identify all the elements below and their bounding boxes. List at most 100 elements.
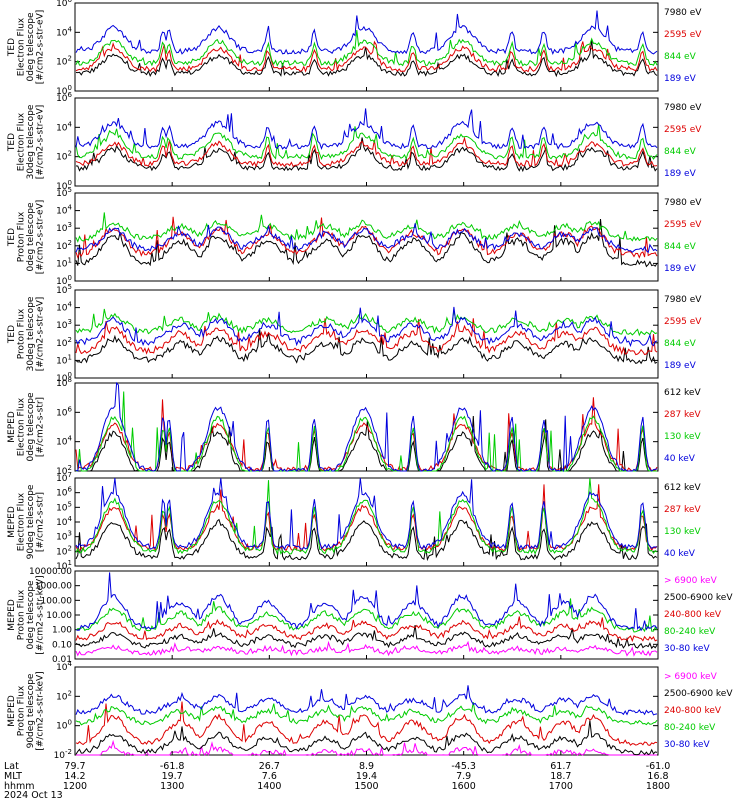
series-line-5 (75, 572, 658, 632)
y-tick-exponent: 0 (68, 84, 72, 92)
y-axis-label: MEPED (7, 411, 17, 443)
x-row-label: hhmm (4, 781, 35, 792)
x-label-lat: 79.7 (64, 761, 85, 772)
y-tick-exponent: 5 (68, 283, 72, 291)
y-tick-label: 102 (56, 150, 72, 163)
series-line-3 (75, 123, 658, 160)
series-line-4 (75, 108, 658, 150)
y-axis-label: [#/cm2-s-str] (36, 397, 46, 457)
series-line-5 (75, 685, 658, 716)
x-label-mlt: 7.9 (456, 771, 471, 782)
y-axis-label: Electron Flux (17, 492, 27, 551)
y-tick-label: 103 (56, 530, 72, 543)
series-line-1 (76, 739, 657, 757)
legend-entry: 240-800 keV (664, 706, 722, 716)
panel-frame (74, 289, 659, 379)
series-line-1 (75, 518, 658, 562)
panel-frame (74, 477, 659, 567)
y-tick-label: 10.00 (46, 611, 72, 621)
y-tick-exponent: 4 (68, 515, 73, 523)
series-line-1 (75, 219, 658, 268)
panel-frame (74, 2, 659, 92)
y-tick-exponent: 1 (68, 256, 72, 264)
x-label-lat: -45.3 (451, 761, 476, 772)
y-axis-label: [#/cm2-s-str-eV] (36, 105, 46, 180)
legend-entry: 30-80 keV (664, 644, 710, 654)
y-tick-label: 105 (56, 500, 72, 513)
legend-entry: 844 eV (664, 242, 697, 252)
series-line-1 (75, 329, 658, 365)
x-label-mlt: 18.7 (550, 771, 571, 782)
y-tick-label: 104 (56, 204, 72, 217)
legend-entry: 80-240 keV (664, 627, 716, 637)
y-axis-label: TED (7, 133, 17, 152)
legend-entry: 7980 eV (664, 103, 702, 113)
legend-entry: 287 keV (664, 505, 701, 515)
legend-entry: 844 eV (664, 339, 697, 349)
series-line-3 (75, 616, 658, 643)
y-tick-exponent: 0 (68, 274, 72, 282)
y-tick-label: 103 (56, 221, 72, 234)
x-label-mlt: 19.4 (356, 771, 377, 782)
series-line-4 (75, 10, 658, 56)
panel-7: 10000.00 1000.00 100.00 10.00 1.00 0.10 0.01 ME… (7, 567, 733, 665)
y-tick-label: 106 (56, 486, 72, 499)
legend-entry: 130 keV (664, 432, 701, 442)
legend-entry: 7980 eV (664, 8, 702, 18)
y-axis-label: Proton Flux (17, 685, 27, 736)
y-tick-label: 104 (56, 25, 72, 38)
y-tick-exponent: 1 (68, 559, 72, 567)
y-axis-label: 0deg telescope (26, 12, 36, 82)
series-line-2 (75, 397, 658, 472)
legend-entry: 189 eV (664, 74, 697, 84)
date-label: 2024 Oct 13 (4, 790, 63, 800)
y-tick-label: 0.10 (52, 640, 72, 650)
y-axis-label: 90deg telescope (26, 484, 36, 559)
legend-entry: 189 eV (664, 264, 697, 274)
y-tick-exponent: 5 (68, 186, 72, 194)
y-tick-exponent: 6 (68, 91, 73, 99)
x-label-hhmm: 1600 (452, 781, 476, 792)
legend-entry: 7980 eV (664, 198, 702, 208)
y-tick-exponent: 4 (68, 435, 73, 443)
y-tick-label: 101 (56, 353, 72, 366)
legend-entry: 30-80 keV (664, 740, 710, 750)
legend-entry: 844 eV (664, 52, 697, 62)
y-tick-label: 102 (56, 336, 72, 349)
x-label-lat: -61.8 (160, 761, 185, 772)
y-tick-exponent: 2 (68, 239, 72, 247)
legend-entry: 2500-6900 keV (664, 593, 733, 603)
x-label-mlt: 16.8 (647, 771, 668, 782)
y-tick-exponent: 3 (68, 221, 72, 229)
y-tick-label: 103 (56, 318, 72, 331)
y-tick-label: 101 (56, 256, 72, 269)
y-axis-label: [#/cm2-s-str-keV] (36, 671, 46, 750)
series-line-1 (75, 40, 658, 78)
y-tick-exponent: 4 (68, 301, 73, 309)
y-tick-exponent: 4 (68, 204, 73, 212)
y-axis-label: 0deg telescope (26, 202, 36, 272)
y-axis-label: MEPED (7, 506, 17, 538)
y-tick-exponent: 2 (68, 336, 72, 344)
y-axis-label: Electron Flux (17, 17, 27, 76)
y-axis-label: TED (7, 325, 17, 344)
series-line-2 (75, 720, 658, 756)
legend-entry: 2595 eV (664, 30, 702, 40)
legend-entry: 189 eV (664, 361, 697, 371)
y-tick-label: 102 (56, 55, 72, 68)
x-label-lat: 26.7 (259, 761, 280, 772)
x-label-hhmm: 1300 (160, 781, 184, 792)
legend-entry: 612 keV (664, 483, 701, 493)
y-tick-label: 106 (56, 0, 72, 9)
series-line-4 (75, 598, 658, 633)
series-line-3 (75, 30, 658, 68)
y-tick-label: 104 (56, 515, 72, 528)
legend-entry: 2500-6900 keV (664, 689, 733, 699)
legend-entry: 189 eV (664, 169, 697, 179)
y-tick-label: 102 (56, 544, 72, 557)
y-tick-label: 102 (56, 689, 72, 702)
x-label-hhmm: 1500 (354, 781, 378, 792)
y-tick-exponent: 6 (68, 405, 73, 413)
